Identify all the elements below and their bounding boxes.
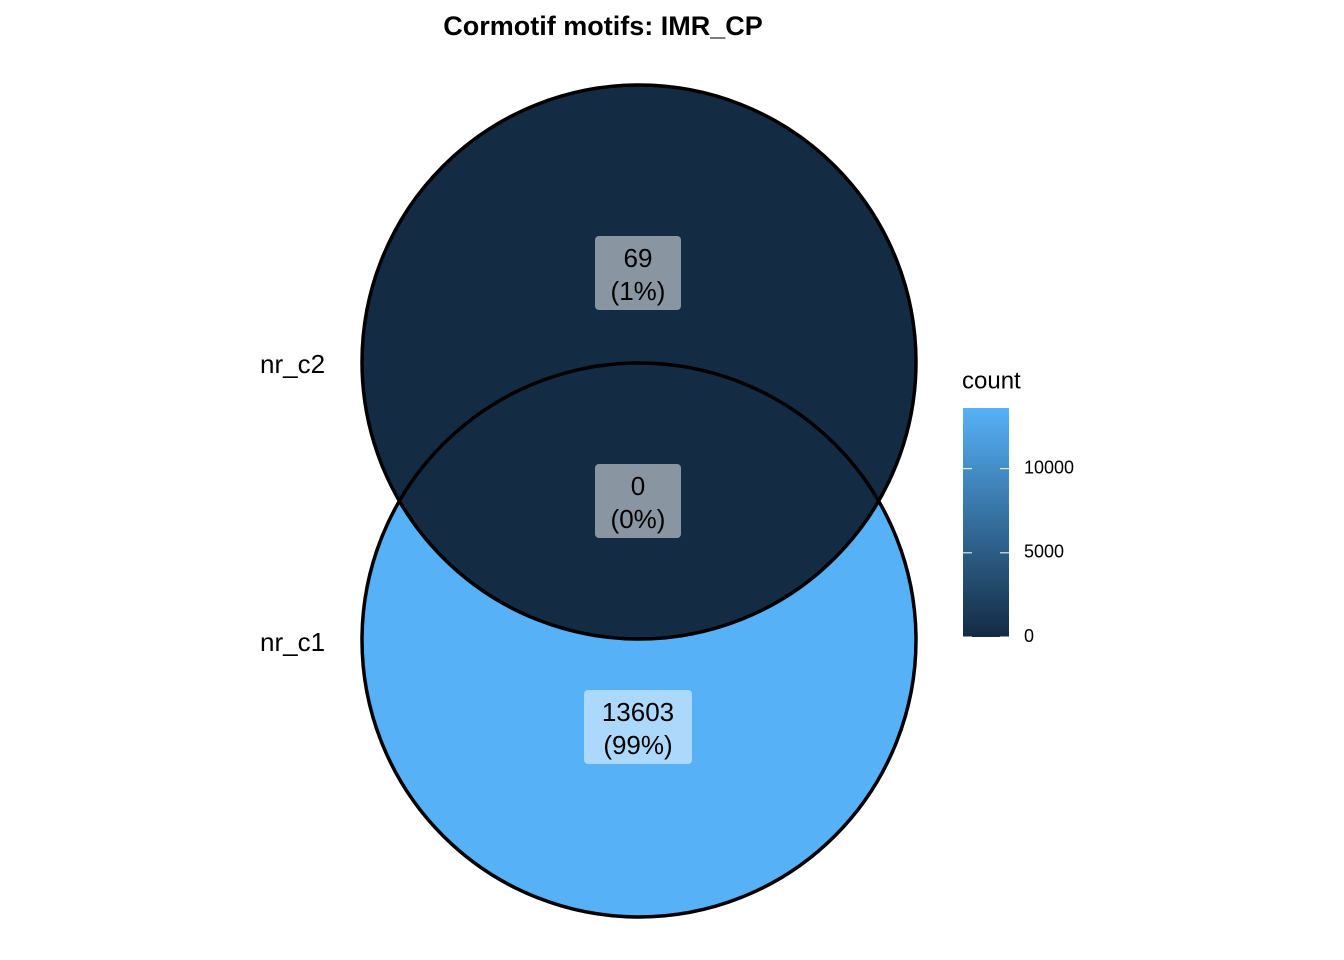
colorbar-tick-label: 5000	[1024, 542, 1064, 562]
colorbar	[963, 408, 1009, 637]
set-label: nr_c2	[260, 349, 325, 379]
region-count: 69	[624, 243, 653, 273]
region-percent: (1%)	[611, 276, 666, 306]
region-count: 0	[631, 471, 645, 501]
colorbar-tick-label: 10000	[1024, 457, 1074, 477]
colorbar-tick-label: 0	[1024, 626, 1034, 646]
legend-title: count	[962, 367, 1021, 394]
region-percent: (99%)	[603, 730, 672, 760]
set-outline	[360, 83, 918, 641]
region-percent: (0%)	[611, 504, 666, 534]
set-label: nr_c1	[260, 627, 325, 657]
region-label-box	[584, 690, 692, 764]
chart-title: Cormotif motifs: IMR_CP	[443, 11, 763, 41]
region-label-box	[595, 464, 681, 538]
region-label-box	[595, 236, 681, 310]
set-outline	[360, 361, 918, 919]
region-count: 13603	[602, 697, 674, 727]
